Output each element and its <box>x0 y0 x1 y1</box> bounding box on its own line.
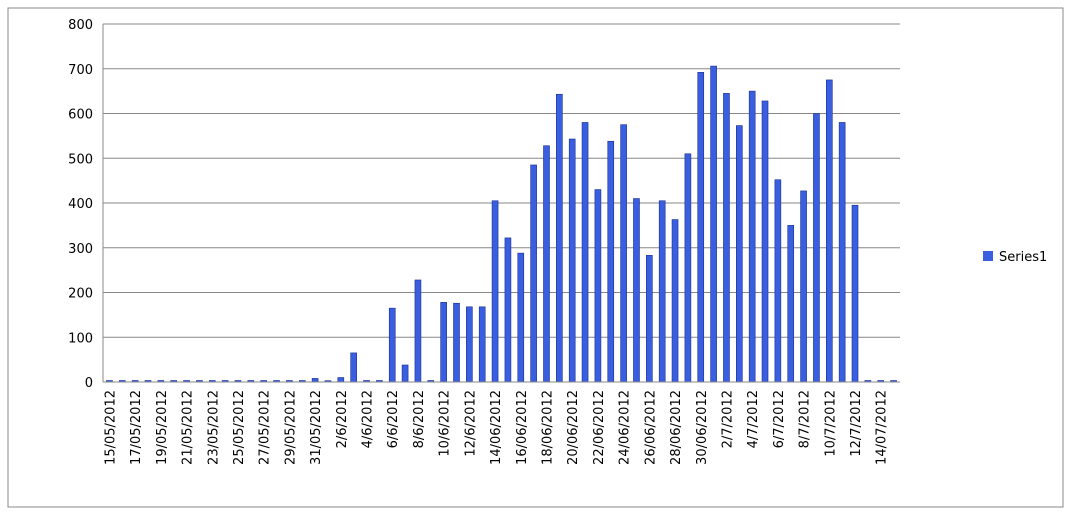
x-tick-label: 16/06/2012 <box>515 390 530 465</box>
bar <box>594 189 602 383</box>
bar <box>646 255 653 383</box>
bar <box>761 100 769 383</box>
x-tick-label: 8/7/2012 <box>798 390 813 448</box>
x-tick-label: 4/6/2012 <box>361 390 376 448</box>
bar <box>748 90 756 383</box>
bar <box>311 378 319 383</box>
legend-label: Series1 <box>999 250 1047 265</box>
y-tick-label: 800 <box>68 18 93 33</box>
x-tick-label: 2/7/2012 <box>720 390 735 448</box>
bar <box>684 153 692 383</box>
x-tick-label: 6/6/2012 <box>386 390 401 448</box>
bar <box>453 302 460 383</box>
bar <box>825 79 833 383</box>
bar <box>530 164 537 383</box>
x-tick-label: 28/06/2012 <box>669 390 684 465</box>
x-tick-label: 2/6/2012 <box>335 390 350 448</box>
bar <box>813 113 820 383</box>
bar <box>736 125 743 383</box>
x-tick-label: 10/6/2012 <box>438 390 453 457</box>
x-tick-label: 23/05/2012 <box>206 390 221 465</box>
x-tick-label: 19/05/2012 <box>155 390 170 465</box>
bar <box>607 140 615 383</box>
x-tick-label: 25/05/2012 <box>232 390 247 465</box>
x-tick-label: 31/05/2012 <box>309 390 324 465</box>
bar <box>466 306 473 383</box>
bar <box>504 237 512 383</box>
x-tick-label: 4/7/2012 <box>746 390 761 448</box>
x-tick-label: 21/05/2012 <box>181 390 196 465</box>
bar <box>671 219 679 383</box>
bar <box>800 190 807 383</box>
x-tick-label: 24/06/2012 <box>618 390 633 465</box>
x-tick-label: 12/6/2012 <box>463 390 478 457</box>
bar <box>440 302 447 383</box>
bar <box>517 252 525 383</box>
bar <box>787 225 795 383</box>
y-tick-label: 0 <box>85 376 93 391</box>
x-tick-label: 22/06/2012 <box>592 390 607 465</box>
x-tick-label: 15/05/2012 <box>103 390 118 465</box>
x-tick-label: 29/05/2012 <box>283 390 298 465</box>
bar <box>337 377 345 383</box>
bar <box>491 200 499 383</box>
y-tick-label: 700 <box>68 63 93 78</box>
y-tick-label: 600 <box>68 108 93 123</box>
x-tick-label: 20/06/2012 <box>566 390 581 465</box>
x-tick-label: 18/06/2012 <box>540 390 555 465</box>
bar <box>774 179 782 383</box>
bar <box>838 122 846 383</box>
bar <box>658 200 666 383</box>
x-tick-label: 14/07/2012 <box>875 390 890 465</box>
bar <box>414 279 422 383</box>
x-tick-label: 6/7/2012 <box>772 390 787 448</box>
x-tick-label: 26/06/2012 <box>643 390 658 465</box>
bar <box>633 198 640 383</box>
y-tick-label: 400 <box>68 197 93 212</box>
bar <box>723 93 730 383</box>
legend-swatch <box>983 251 993 261</box>
x-tick-label: 27/05/2012 <box>258 390 273 465</box>
bar <box>543 145 550 383</box>
x-tick-label: 10/7/2012 <box>823 390 838 457</box>
bar <box>478 306 486 383</box>
y-tick-label: 500 <box>68 152 93 167</box>
y-tick-label: 200 <box>68 287 93 302</box>
bar <box>710 65 717 383</box>
bar <box>620 124 627 383</box>
bar <box>697 72 705 383</box>
bar <box>388 307 396 383</box>
x-tick-label: 12/7/2012 <box>849 390 864 457</box>
bar <box>350 352 357 383</box>
x-tick-label: 30/06/2012 <box>695 390 710 465</box>
bar <box>556 93 563 383</box>
x-tick-label: 14/06/2012 <box>489 390 504 465</box>
x-tick-label: 17/05/2012 <box>129 390 144 465</box>
bar <box>568 138 576 383</box>
y-tick-label: 300 <box>68 242 93 257</box>
x-tick-label: 8/6/2012 <box>412 390 427 448</box>
y-tick-label: 100 <box>68 331 93 346</box>
bar <box>581 122 589 383</box>
bar <box>401 364 409 383</box>
bar <box>851 204 859 383</box>
